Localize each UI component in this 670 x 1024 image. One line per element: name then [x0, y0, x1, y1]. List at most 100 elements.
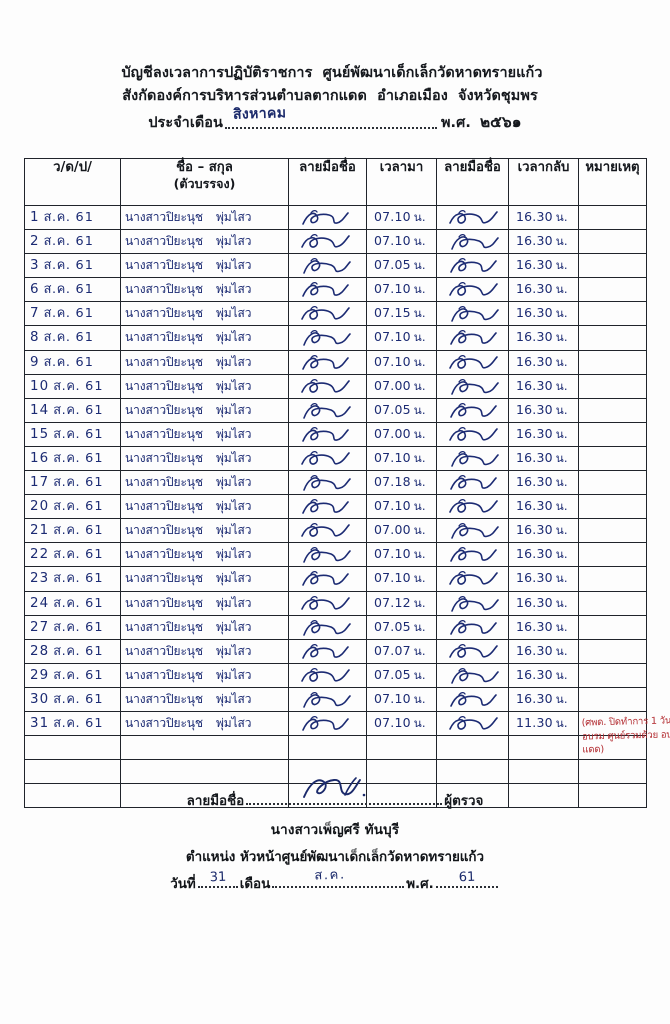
date-year: 61 [75, 210, 95, 225]
date-month-field: ส.ค. [272, 867, 405, 888]
name-value: นางสาวปิยะนุช พุ่มไสว [125, 452, 251, 464]
time-in-value: 07.18 น. [374, 474, 426, 490]
time-out-number: 16.30 [516, 498, 553, 514]
cell-time-out: 16.30 น. [508, 445, 579, 472]
cell-name: นางสาวปิยะนุช พุ่มไสว [120, 638, 289, 664]
cell-time-in: 07.10 น. [366, 566, 437, 592]
name-first: นางสาวปิยะนุช [125, 715, 203, 730]
cell-remark [578, 494, 647, 520]
name-value: นางสาวปิยะนุช พุ่มไสว [125, 524, 251, 536]
cell-date: 6 ส.ค. 61 [24, 277, 121, 303]
date-month: ส.ค. [53, 571, 81, 587]
cell-name: นางสาวปิยะนุช พุ่มไสว [120, 662, 289, 688]
signer-position: ตำแหน่ง หัวหน้าศูนย์พัฒนาเด็กเล็กวัดหาดท… [0, 846, 670, 867]
signature-out-mark [447, 474, 505, 492]
cell-time-out: 16.30 น. [508, 421, 579, 447]
column-header-name-main: ชื่อ – สกุล [176, 160, 233, 175]
time-in-number: 07.05 [374, 618, 411, 634]
cell-signature-out [436, 662, 509, 688]
cell-signature-in [288, 229, 367, 255]
time-in-value: 07.00 น. [374, 425, 426, 441]
time-out-unit: น. [555, 426, 568, 441]
cell-time-out: 16.30 น. [508, 397, 579, 423]
signature-in-mark [299, 257, 357, 275]
signature-in-mark [299, 450, 357, 468]
time-out-unit: น. [555, 715, 568, 730]
table-row: 8 ส.ค. 61 นางสาวปิยะนุช พุ่มไสว 07.10 น. 16.30 น… [24, 325, 647, 351]
signature-out-mark [447, 522, 505, 540]
time-out-number: 16.30 [516, 233, 553, 249]
name-last: พุ่มไสว [215, 715, 252, 730]
signature-in-mark [299, 522, 357, 540]
date-month: ส.ค. [43, 354, 71, 370]
time-in-unit: น. [413, 619, 426, 634]
cell-time-out: 16.30 น. [508, 686, 579, 712]
name-value: นางสาวปิยะนุช พุ่มไสว [125, 645, 251, 657]
signature-out-mark [447, 450, 505, 468]
signature-date-line: วันที่ 31 เดือน ส.ค. พ.ศ. 61 [0, 867, 670, 894]
time-out-number: 16.30 [516, 425, 553, 441]
signature-in-mark [299, 546, 357, 564]
cell-signature-out [436, 277, 509, 303]
time-out-value: 11.30 น. [516, 715, 568, 730]
cell-time-in: 07.10 น. [366, 229, 437, 255]
time-in-number: 07.00 [374, 425, 411, 441]
cell-signature-in [288, 397, 367, 423]
name-last: พุ่มไสว [215, 306, 252, 321]
time-out-number: 16.30 [516, 209, 553, 224]
cell-signature-in [288, 494, 367, 520]
time-out-unit: น. [555, 210, 568, 224]
date-value: 3 ส.ค. 61 [30, 259, 94, 273]
cell-date-empty [24, 783, 121, 809]
time-out-number: 16.30 [516, 329, 553, 345]
time-in-value: 07.10 น. [374, 283, 426, 296]
cell-remark [578, 470, 647, 496]
cell-time-out: 16.30 น. [508, 229, 579, 255]
be-label: พ.ศ. [440, 114, 471, 131]
time-out-unit: น. [555, 667, 568, 682]
name-value: นางสาวปิยะนุช พุ่มไสว [125, 235, 251, 247]
date-month: ส.ค. [53, 691, 81, 707]
time-in-unit: น. [413, 499, 426, 514]
signature-in-mark [299, 715, 357, 733]
time-out-value: 16.30 น. [516, 692, 568, 706]
date-value: 1 ส.ค. 61 [30, 211, 94, 225]
time-in-number: 07.10 [374, 209, 411, 224]
cell-name: นางสาวปิยะนุช พุ่มไสว [120, 542, 289, 568]
date-year: 61 [85, 667, 104, 683]
time-in-value: 07.15 น. [374, 307, 426, 320]
time-out-unit: น. [555, 595, 568, 610]
time-out-value: 16.30 น. [516, 644, 568, 658]
date-value: 8 ส.ค. 61 [30, 331, 94, 345]
cell-name: นางสาวปิยะนุช พุ่มไสว [120, 686, 289, 712]
time-in-number: 07.18 [374, 474, 411, 490]
signature-out-mark [447, 546, 505, 564]
signature-out-mark [447, 619, 505, 637]
cell-signature-out-empty [436, 783, 509, 809]
cell-time-in: 07.10 น. [366, 445, 437, 472]
time-in-number: 07.10 [374, 329, 411, 345]
time-out-unit: น. [555, 258, 568, 273]
table-row: 9 ส.ค. 61 นางสาวปิยะนุช พุ่มไสว 07.10 น. 16.30 น… [24, 349, 647, 375]
cell-signature-out [436, 301, 509, 327]
cell-date: 28 ส.ค. 61 [24, 638, 121, 664]
date-day: 7 [30, 306, 40, 322]
cell-date: 29 ส.ค. 61 [24, 662, 121, 688]
cell-remark [578, 662, 647, 688]
time-in-unit: น. [413, 715, 426, 730]
cell-date: 10 ส.ค. 61 [24, 373, 121, 399]
time-in-number: 07.10 [374, 449, 411, 465]
cell-time-out: 16.30 น. [508, 518, 579, 544]
date-day: 27 [30, 619, 50, 635]
time-in-number: 07.10 [374, 546, 411, 562]
date-month: ส.ค. [53, 715, 81, 731]
cell-remark [578, 590, 647, 616]
column-header-signature-out: ลายมือชื่อ [436, 158, 509, 206]
cell-remark: (ศพด. ปิดทำการ 1 วัน เข้าร่วมอบรม ศูนย์ร… [578, 710, 670, 756]
signature-in-mark [299, 667, 357, 685]
time-in-value: 07.10 น. [374, 449, 426, 465]
time-in-number: 07.05 [374, 257, 411, 273]
name-last: พุ่มไสว [215, 571, 252, 586]
document-heading: บัญชีลงเวลาการปฏิบัติราชการ ศูนย์พัฒนาเด… [0, 62, 670, 135]
cell-time-in: 07.10 น. [366, 349, 437, 375]
